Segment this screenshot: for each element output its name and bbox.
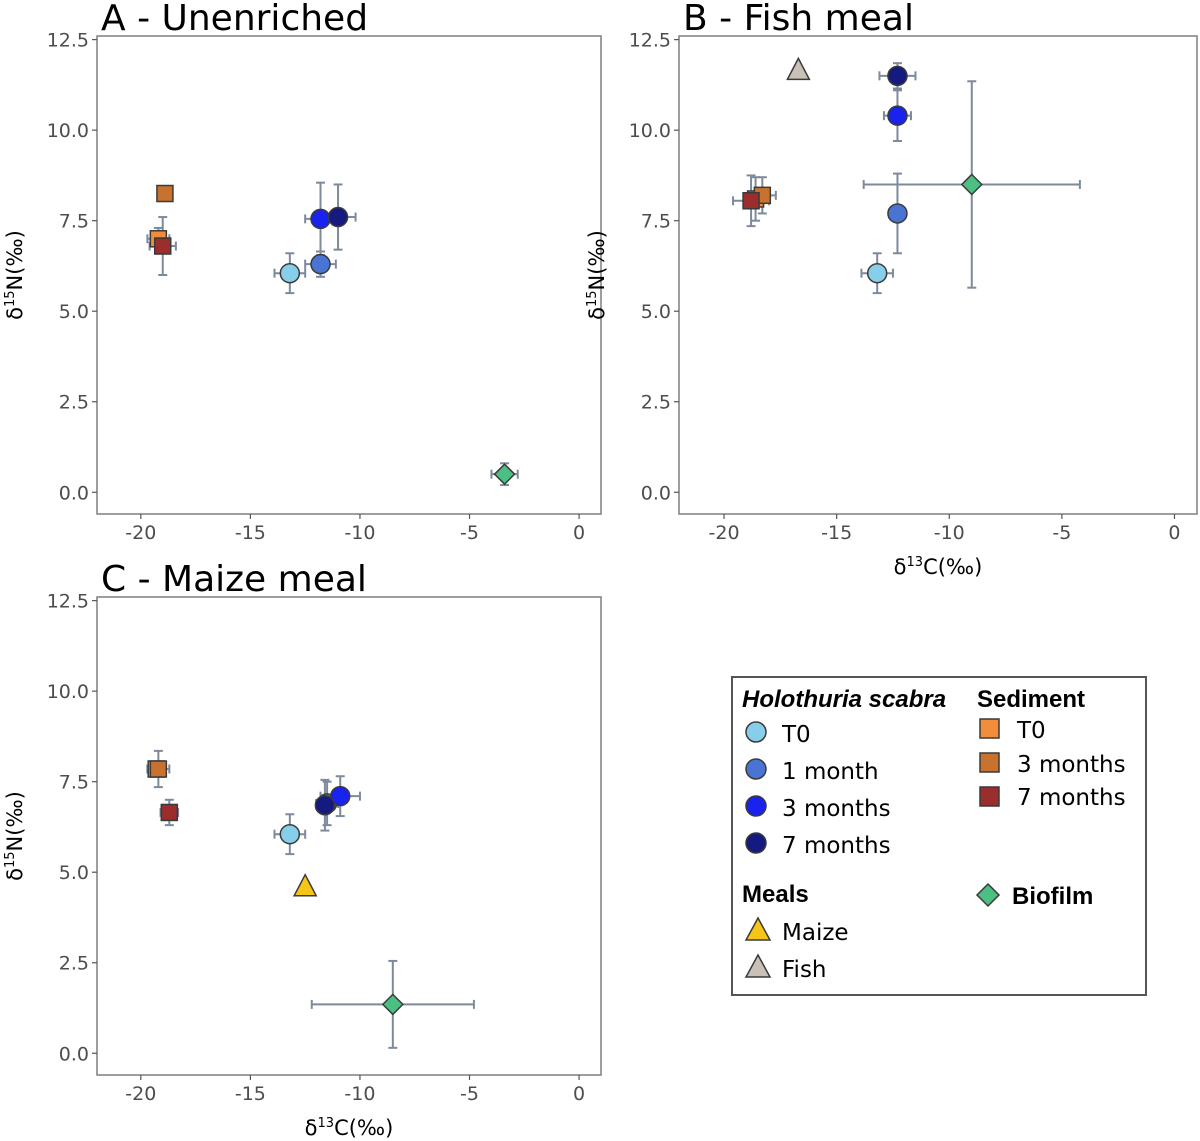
y-tick-label: 0.0 <box>641 482 671 504</box>
y-tick-label: 7.5 <box>59 772 89 794</box>
plot-area-a <box>96 35 602 515</box>
legend-label-biofilm: Biofilm <box>1012 883 1093 910</box>
y-tick-label: 10.0 <box>629 120 671 142</box>
y-tick-label: 12.5 <box>629 30 671 52</box>
point-sediment-3-months <box>156 184 174 203</box>
y-tick-label: 0.0 <box>59 482 89 504</box>
legend-label-holothuria-t0: T0 <box>781 722 811 748</box>
x-tick-label: 0 <box>573 1083 585 1105</box>
legend-label-holothuria-1-month: 1 month <box>782 759 879 785</box>
x-tick-label: -5 <box>460 522 479 544</box>
y-tick-label: 2.5 <box>641 392 671 414</box>
legend-label-sediment-7-months: 7 months <box>1017 785 1126 811</box>
x-tick-label: -10 <box>344 522 375 544</box>
point-holothuria-scabra-7-months <box>314 794 336 816</box>
legend-label-sediment-t0: T0 <box>1016 718 1046 744</box>
panel-title-b: B - Fish meal <box>683 0 914 39</box>
legend-marker-holothuria-3-months <box>745 795 767 817</box>
y-tick-label: 7.5 <box>641 211 671 233</box>
plot-area-b <box>678 35 1198 515</box>
x-axis-label-c: δ13C(‰) <box>305 1116 394 1140</box>
x-axis-label-b: δ13C(‰) <box>894 555 983 579</box>
legend-marker-holothuria-7-months <box>745 832 767 854</box>
point-sediment-7-months <box>160 803 179 822</box>
point-biofilm-biofilm <box>493 463 516 486</box>
x-tick-label: -10 <box>934 522 965 544</box>
legend-marker-sediment-7-months <box>979 786 1000 807</box>
panel-b: B - Fish meal 0.0 2.5 5.0 7.5 10.0 12.5 -20 -15 -… <box>585 0 1198 579</box>
point-biofilm-biofilm <box>960 173 983 196</box>
point-holothuria-scabra-7-months <box>327 206 349 228</box>
x-tick-label: -15 <box>821 522 852 544</box>
y-tick-label: 10.0 <box>47 120 89 142</box>
legend-frame <box>731 676 1147 996</box>
legend-label-holothuria-3-months: 3 months <box>782 796 891 822</box>
panel-title-c: C - Maize meal <box>101 559 367 600</box>
legend-label-sediment-3-months: 3 months <box>1017 752 1126 778</box>
point-sediment-3-months <box>149 760 168 778</box>
panel-c: C - Maize meal 0.0 2.5 5.0 7.5 10.0 12.5 -20 -15… <box>3 559 602 1140</box>
legend-marker-meal-maize <box>744 916 772 941</box>
point-holothuria-scabra-t0 <box>279 262 301 284</box>
legend-holothuria-title: Holothuria scabra <box>742 686 946 713</box>
x-tick-label: 0 <box>1168 522 1180 544</box>
legend-marker-sediment-3-months <box>979 752 1000 773</box>
legend-label-meal-fish: Fish <box>782 957 827 983</box>
legend: Holothuria scabra T0 1 month 3 months 7 … <box>731 676 1147 996</box>
panel-title-a: A - Unenriched <box>101 0 368 39</box>
legend-marker-biofilm <box>975 882 1001 908</box>
legend-label-meal-maize: Maize <box>782 920 849 946</box>
point-holothuria-scabra-1-month <box>887 203 908 224</box>
point-meals-fish <box>786 56 811 81</box>
y-tick-label: 5.0 <box>59 862 89 884</box>
x-tick-label: -5 <box>460 1083 479 1105</box>
legend-marker-holothuria-t0 <box>745 721 767 743</box>
y-tick-label: 5.0 <box>641 301 671 323</box>
point-sediment-7-months <box>742 192 760 210</box>
y-tick-label: 7.5 <box>59 211 89 233</box>
y-tick-label: 10.0 <box>47 681 89 703</box>
legend-marker-sediment-t0 <box>979 718 1000 739</box>
x-tick-label: -20 <box>125 1083 156 1105</box>
x-tick-label: -20 <box>709 522 740 544</box>
point-biofilm-biofilm <box>381 993 404 1016</box>
y-tick-label: 12.5 <box>47 30 89 52</box>
point-holothuria-scabra-t0 <box>866 262 888 284</box>
legend-marker-meal-fish <box>744 953 772 978</box>
y-tick-label: 2.5 <box>59 392 89 414</box>
y-tick-label: 2.5 <box>59 953 89 975</box>
x-tick-label: -20 <box>125 522 156 544</box>
legend-sediment-title: Sediment <box>977 686 1085 713</box>
point-holothuria-scabra-7-months <box>887 65 908 87</box>
point-holothuria-scabra-t0 <box>279 823 301 845</box>
point-holothuria-scabra-3-months <box>329 785 351 807</box>
legend-marker-holothuria-1-month <box>745 758 767 780</box>
x-tick-label: 0 <box>573 522 585 544</box>
y-axis-label-a: δ15N(‰) <box>3 230 27 320</box>
point-holothuria-scabra-1-month <box>310 253 331 275</box>
panel-a: A - Unenriched 0.0 2.5 5.0 7.5 10.0 12.5 -20 -15… <box>3 0 602 544</box>
plot-area-c <box>96 596 602 1076</box>
point-holothuria-scabra-3-months <box>887 105 908 126</box>
y-tick-label: 5.0 <box>59 301 89 323</box>
point-meals-maize <box>292 873 318 897</box>
y-axis-label-b: δ15N(‰) <box>585 230 609 320</box>
x-tick-label: -15 <box>235 522 266 544</box>
y-axis-label-c: δ15N(‰) <box>3 791 27 881</box>
x-tick-label: -10 <box>344 1083 375 1105</box>
legend-meals-title: Meals <box>742 881 809 908</box>
y-tick-label: 0.0 <box>59 1043 89 1065</box>
legend-label-holothuria-7-months: 7 months <box>782 833 891 859</box>
y-tick-label: 12.5 <box>47 591 89 613</box>
x-tick-label: -5 <box>1052 522 1071 544</box>
point-holothuria-scabra-3-months <box>310 208 331 230</box>
x-tick-label: -15 <box>235 1083 266 1105</box>
point-sediment-7-months <box>153 237 172 255</box>
